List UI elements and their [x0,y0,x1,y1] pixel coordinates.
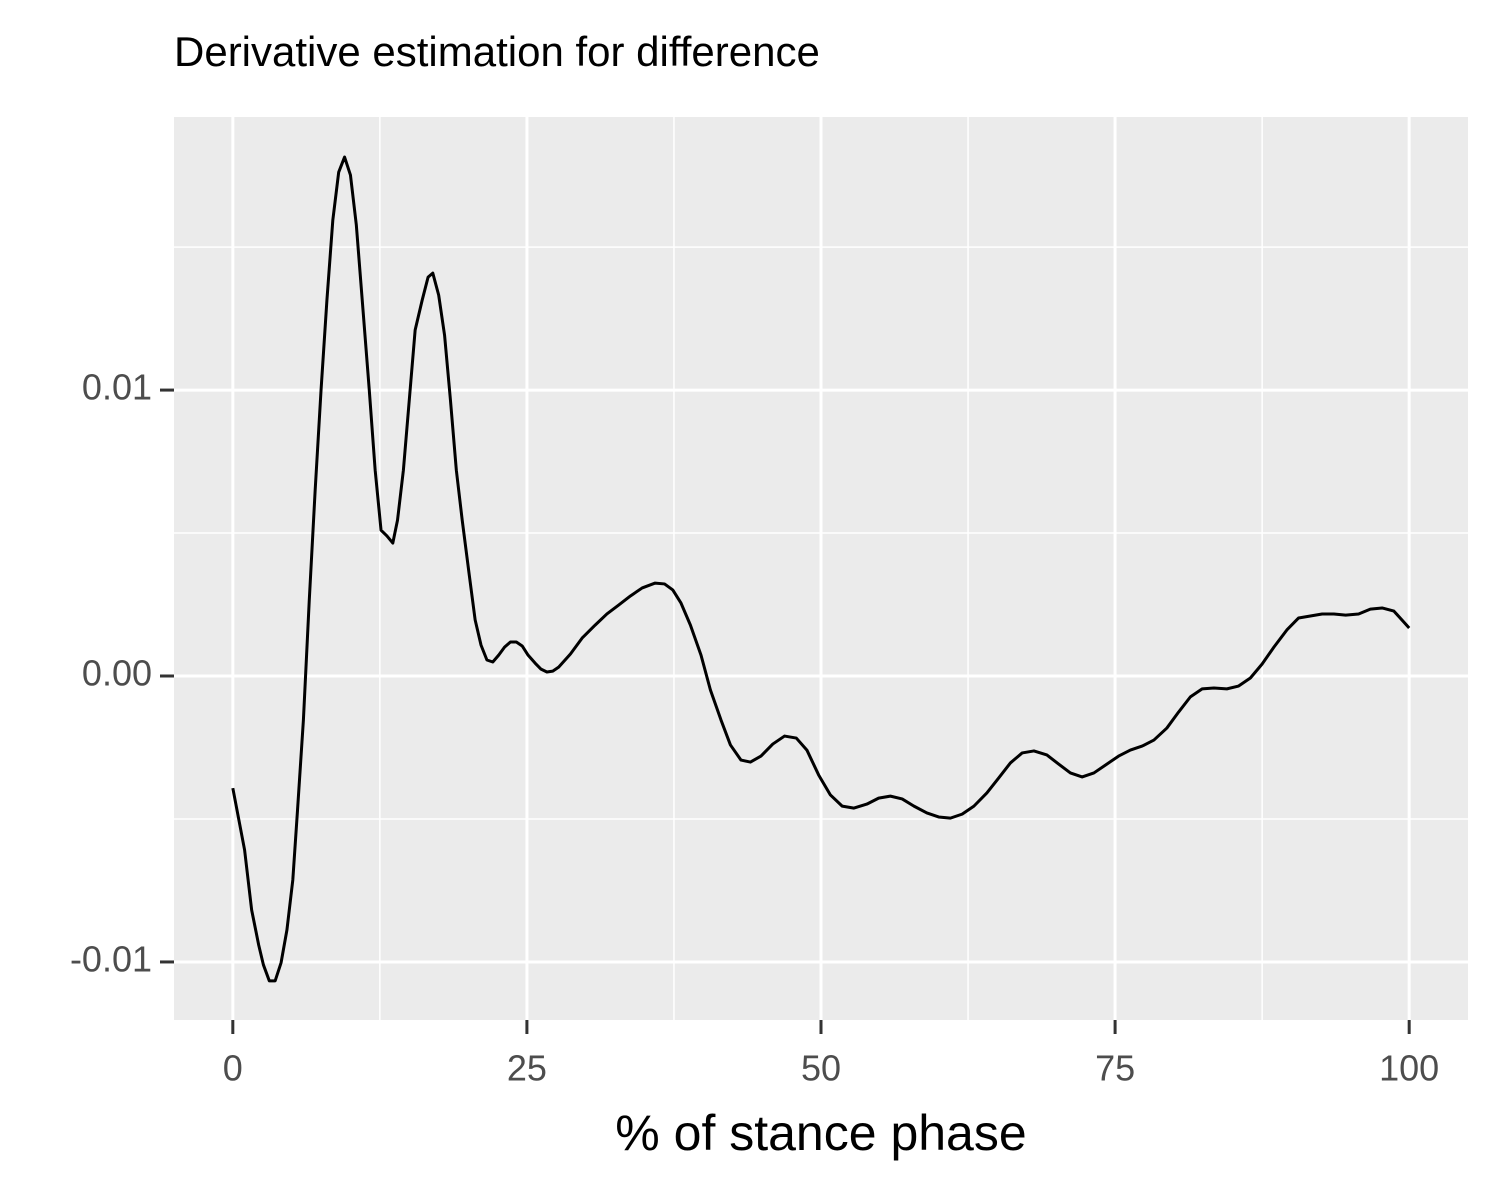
chart-title: Derivative estimation for difference [174,28,820,75]
x-tick-label: 100 [1379,1048,1439,1089]
line [231,155,1411,983]
x-tick-label: 25 [507,1048,547,1089]
y-tick-label: 0.01 [82,367,152,408]
x-tick-label: 75 [1095,1048,1135,1089]
x-tick-label: 0 [223,1048,243,1089]
y-tick-label: -0.01 [70,938,152,979]
x-axis-title: % of stance phase [615,1105,1026,1161]
x-tick-label: 50 [801,1048,841,1089]
y-tick-label: 0.00 [82,653,152,694]
